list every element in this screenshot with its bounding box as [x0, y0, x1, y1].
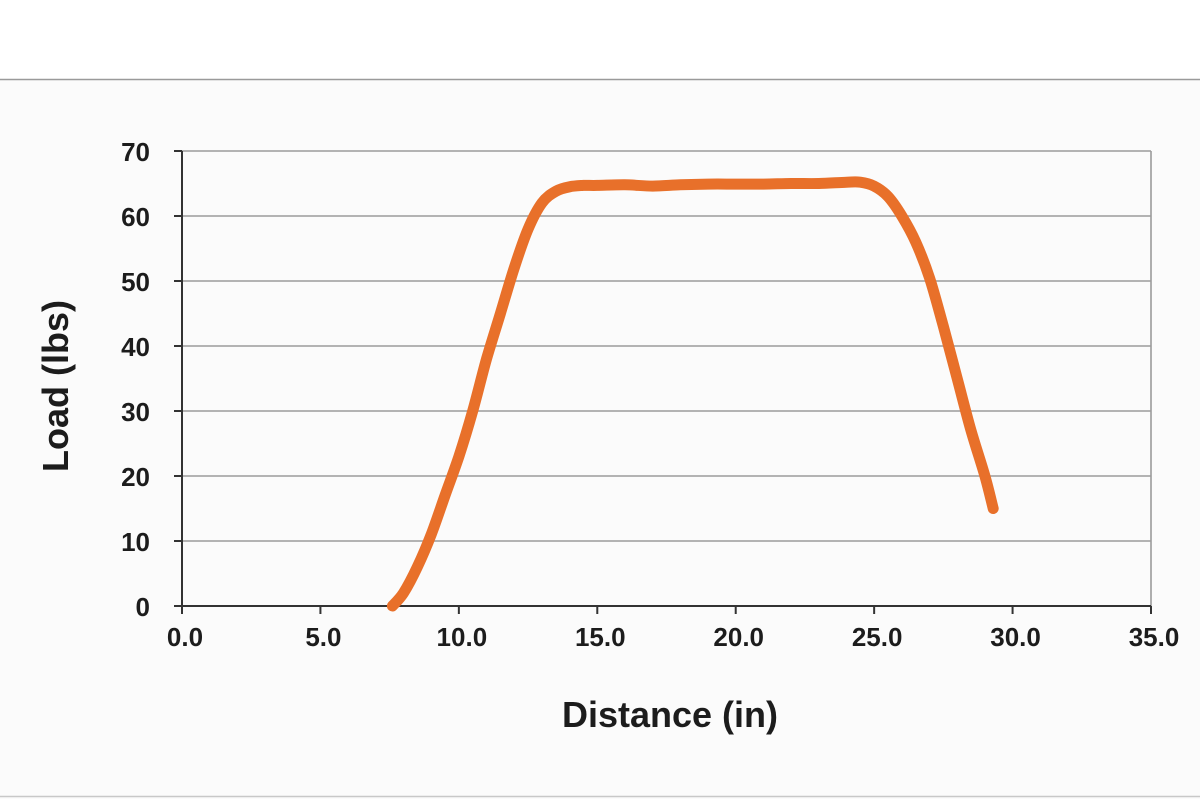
x-tick-label: 35.0 [1129, 622, 1180, 652]
x-tick-label: 20.0 [713, 622, 764, 652]
y-tick-label: 10 [121, 527, 150, 557]
x-tick-label: 10.0 [437, 622, 488, 652]
load-series-line [386, 176, 999, 612]
y-axis-title: Load (lbs) [35, 300, 76, 472]
x-tick-label: 25.0 [852, 622, 903, 652]
x-tick-label: 15.0 [575, 622, 626, 652]
chart-panel-background [0, 80, 1200, 799]
y-tick-label: 20 [121, 462, 150, 492]
y-tick-label: 0 [136, 592, 150, 622]
x-tick-label: 30.0 [990, 622, 1041, 652]
y-tick-labels: 0 10 20 30 40 50 60 70 [121, 137, 150, 622]
y-tick-label: 60 [121, 202, 150, 232]
y-tick-label: 40 [121, 332, 150, 362]
y-tick-label: 70 [121, 137, 150, 167]
y-tick-label: 50 [121, 267, 150, 297]
x-axis-title: Distance (in) [562, 694, 778, 735]
series-lines [386, 176, 999, 612]
y-tick-label: 30 [121, 397, 150, 427]
axes [174, 150, 1152, 614]
x-tick-label: 5.0 [305, 622, 341, 652]
x-tick-labels: 0.0 5.0 10.0 15.0 20.0 25.0 30.0 35.0 [167, 622, 1179, 652]
x-tick-label: 0.0 [167, 622, 203, 652]
